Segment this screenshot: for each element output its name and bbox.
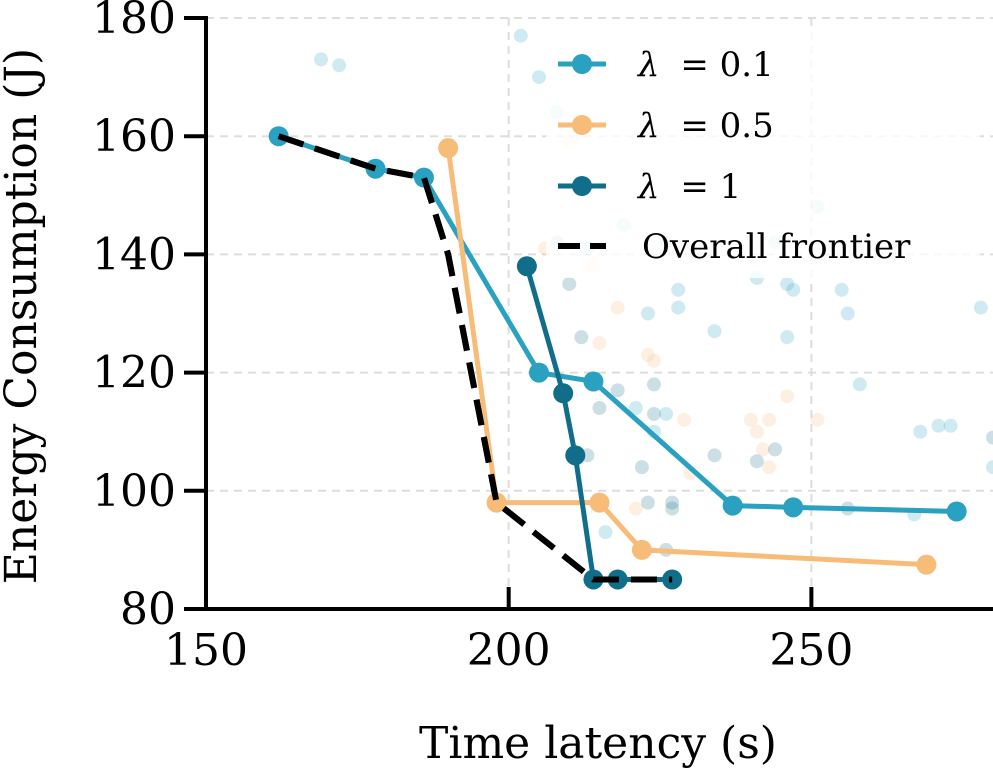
legend-symbol-lambda-1: λ	[636, 167, 660, 207]
legend-entry-lambda-0-5: λ = 0.5	[558, 106, 774, 146]
legend-symbol-lambda-0-5: λ	[636, 106, 660, 146]
x-tick-label-200: 200	[467, 625, 551, 676]
scatter-point-41	[762, 412, 777, 427]
scatter-point-49	[913, 424, 928, 439]
series-point-1-0	[438, 138, 459, 159]
scatter-point-58	[665, 501, 680, 516]
series-point-1-1	[486, 492, 507, 513]
scatter-point-1	[332, 58, 347, 73]
series-line-overall-frontier-top	[277, 133, 673, 583]
scatter-point-26	[574, 330, 589, 345]
scatter-point-17	[707, 324, 722, 339]
legend-entry-lambda-1: λ = 1	[558, 167, 741, 207]
scatter-point-20	[780, 276, 795, 291]
series-point-0-7	[946, 501, 967, 522]
series-lines	[268, 126, 967, 590]
scatter-point-36	[677, 412, 692, 427]
scatter-point-15	[671, 282, 686, 297]
y-axis-label: Energy Consumption (J)	[0, 48, 47, 584]
series-point-0-3	[528, 362, 549, 383]
scatter-point-12	[562, 276, 577, 291]
y-tick-label-180: 180	[92, 0, 176, 44]
scatter-point-28	[640, 347, 655, 362]
series-point-2-1	[553, 383, 574, 404]
scatter-point-40	[749, 424, 764, 439]
scatter-point-39	[743, 412, 758, 427]
legend-marker-lambda-0-5	[572, 115, 592, 135]
scatter-point-47	[810, 412, 825, 427]
scatter-point-46	[780, 389, 795, 404]
scatter-point-31	[610, 383, 625, 398]
scatter-point-2	[513, 28, 528, 43]
x-tick-label-250: 250	[769, 625, 853, 676]
scatter-point-54	[986, 460, 993, 475]
scatter-point-44	[749, 454, 764, 469]
y-tick-label-80: 80	[120, 584, 176, 635]
x-axis-label: Time latency (s)	[419, 718, 777, 769]
scatter-point-34	[646, 406, 661, 421]
scatter-point-64	[634, 460, 649, 475]
series-point-2-0	[516, 256, 537, 277]
scatter-point-14	[640, 306, 655, 321]
scatter-point-16	[671, 300, 686, 315]
scatter-point-30	[646, 377, 661, 392]
y-tick-label-140: 140	[92, 229, 176, 280]
y-tick-label-100: 100	[92, 466, 176, 517]
series-point-1-4	[916, 554, 937, 575]
scatter-point-53	[986, 430, 993, 445]
legend-symbol-lambda-0-1: λ	[636, 45, 660, 85]
tick-labels: 80 100 120 140 160 180 150 200 250	[92, 0, 853, 676]
scatter-point-4	[531, 70, 546, 85]
legend-value-lambda-1: = 1	[680, 167, 741, 207]
scatter-point-57	[665, 495, 680, 510]
scatter-point-45	[762, 460, 777, 475]
legend-value-lambda-0-1: = 0.1	[680, 45, 773, 85]
svg-text:λ = 1: λ = 1	[636, 167, 741, 207]
scatter-point-35	[659, 406, 674, 421]
series-point-0-6	[783, 497, 804, 518]
series-point-0-5	[722, 495, 743, 516]
scatter-point-33	[628, 401, 643, 416]
series-point-2-2	[565, 445, 586, 466]
scatter-point-65	[598, 525, 613, 540]
legend-marker-lambda-0-1	[572, 54, 592, 74]
scatter-point-55	[628, 501, 643, 516]
scatter-point-50	[931, 418, 946, 433]
series-point-0-2	[413, 167, 434, 188]
scatter-point-43	[768, 442, 783, 457]
series-point-1-3	[631, 539, 652, 560]
legend-entry-lambda-0-1: λ = 0.1	[558, 45, 774, 85]
y-tick-label-120: 120	[92, 348, 176, 399]
legend-marker-lambda-1	[572, 176, 592, 196]
legend-value-lambda-0-5: = 0.5	[680, 106, 773, 146]
y-tick-label-160: 160	[92, 111, 176, 162]
scatter-point-32	[592, 401, 607, 416]
scatter-point-56	[640, 495, 655, 510]
scatter-point-38	[707, 448, 722, 463]
scatter-point-48	[852, 377, 867, 392]
scatter-point-29	[646, 353, 661, 368]
scatter-point-23	[834, 282, 849, 297]
scatter-point-27	[592, 336, 607, 351]
series-point-1-2	[589, 492, 610, 513]
scatter-point-51	[943, 418, 958, 433]
axes	[184, 16, 993, 611]
series-point-0-4	[583, 371, 604, 392]
legend: λ = 0.1 λ = 0.5 λ = 1 Overall frontier	[546, 32, 980, 278]
legend-background	[546, 32, 980, 278]
legend-entry-overall-frontier: Overall frontier	[558, 227, 911, 267]
scatter-point-52	[973, 300, 988, 315]
scatter-point-24	[840, 306, 855, 321]
scatter-point-13	[610, 300, 625, 315]
scatter-point-0	[314, 52, 329, 67]
scatter-point-25	[780, 330, 795, 345]
legend-label-overall-frontier: Overall frontier	[642, 227, 911, 267]
scatter-point-42	[755, 442, 770, 457]
x-tick-label-150: 150	[164, 625, 248, 676]
svg-text:λ = 0.5: λ = 0.5	[636, 106, 774, 146]
svg-text:λ = 0.1: λ = 0.1	[636, 45, 774, 85]
series-point-0-1	[365, 158, 386, 179]
scatter-point-21	[786, 282, 801, 297]
